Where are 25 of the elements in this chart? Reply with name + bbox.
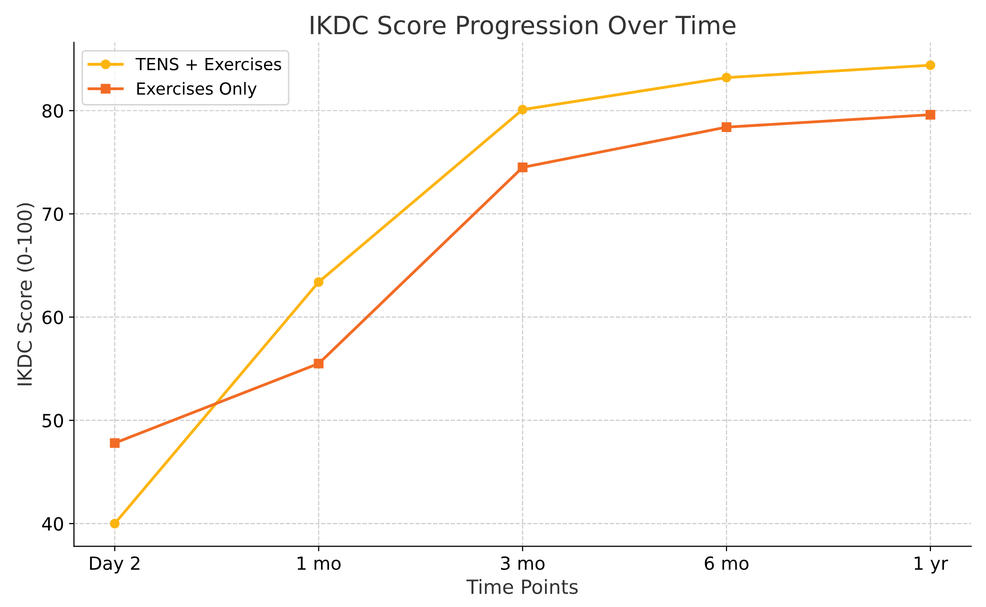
x-axis-title: Time Points xyxy=(466,579,578,594)
point xyxy=(518,104,528,114)
x-tick-label: 6 mo xyxy=(704,556,748,570)
y-tick-label: 40 xyxy=(42,517,64,531)
legend-label: Exercises Only xyxy=(137,82,257,98)
y-axis-title: IKDC Score (0-100) xyxy=(16,203,34,386)
point xyxy=(926,110,936,120)
x-tick-label: Day 2 xyxy=(90,556,140,574)
y-tick-label: 70 xyxy=(42,207,64,221)
chart-title: IKDC Score Progression Over Time xyxy=(310,15,736,40)
y-tick-label: 50 xyxy=(42,414,64,428)
x-tick-label: 1 mo xyxy=(298,556,341,570)
x-tick-label: 1 yr xyxy=(914,556,948,574)
point xyxy=(722,122,732,132)
point xyxy=(314,277,324,287)
x-tick-label: 3 mo xyxy=(501,556,545,570)
legend-label: TENS + Exercises xyxy=(136,57,282,70)
point xyxy=(518,162,528,172)
point xyxy=(722,72,732,82)
point xyxy=(110,518,120,528)
point xyxy=(926,60,936,70)
y-tick-label: 60 xyxy=(42,310,64,324)
y-tick-label: 80 xyxy=(42,104,64,118)
point xyxy=(110,438,120,448)
point xyxy=(314,358,324,368)
